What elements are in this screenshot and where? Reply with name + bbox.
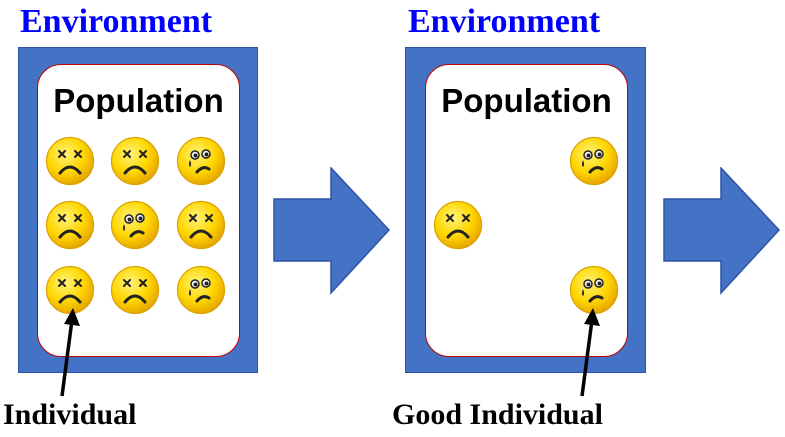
dead-face-icon (45, 136, 95, 186)
population-title-2: Population (441, 82, 612, 119)
sad-tear-face-icon (176, 265, 226, 315)
pointer-arrow-2 (580, 308, 600, 397)
pointer-arrow-1 (60, 308, 80, 397)
dead-face-icon (433, 200, 483, 250)
dead-face-icon (45, 200, 95, 250)
caption-good-individual: Good Individual (392, 398, 603, 431)
dead-face-icon (176, 200, 226, 250)
right-arrow-icon (273, 167, 391, 295)
sad-tear-face-icon (110, 200, 160, 250)
right-arrow-icon (663, 167, 781, 295)
population-title-1: Population (53, 82, 224, 119)
sad-tear-face-icon (569, 136, 619, 186)
environment-title-1: Environment (20, 3, 213, 40)
environment-title-2: Environment (408, 3, 601, 40)
dead-face-icon (110, 136, 160, 186)
caption-individual: Individual (3, 398, 137, 431)
dead-face-icon (110, 265, 160, 315)
sad-tear-face-icon (176, 136, 226, 186)
